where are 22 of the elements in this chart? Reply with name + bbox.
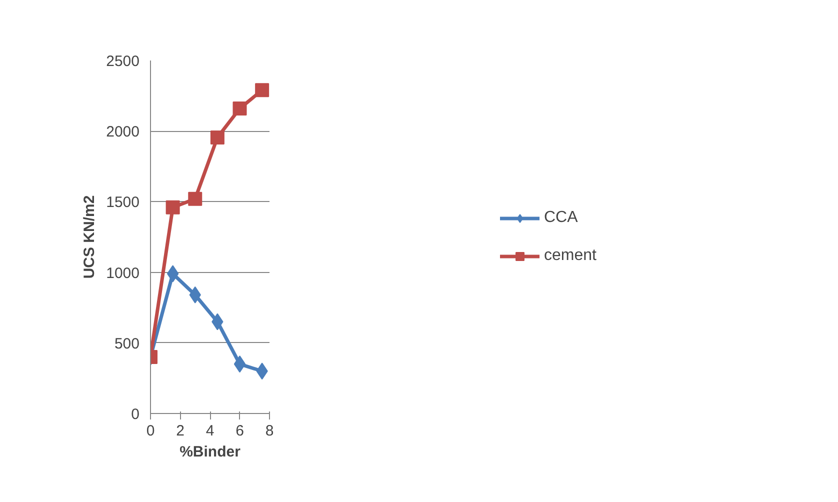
point: [188, 192, 202, 206]
point: [232, 102, 247, 116]
y-tick-label: 1500: [106, 194, 140, 212]
legend-label: CCA: [544, 208, 579, 226]
x-tick-label: 6: [236, 422, 244, 440]
point: [234, 356, 246, 373]
x-tick-label: 0: [146, 422, 155, 440]
y-tick-label: 2000: [106, 124, 140, 141]
legend-label: cement: [544, 246, 598, 264]
y-tick-label: 2500: [106, 53, 140, 70]
y-tick-label: 1000: [106, 264, 140, 282]
y-axis-title: UCS KN/m2: [81, 195, 98, 279]
point: [166, 200, 180, 214]
y-tick-label: 0: [131, 406, 140, 423]
point: [255, 83, 270, 98]
point: [210, 130, 224, 144]
x-axis-title: %Binder: [180, 444, 241, 460]
y-tick-label: 500: [114, 335, 140, 352]
x-tick-label: 4: [206, 422, 214, 440]
x-tick-label: 8: [265, 422, 274, 440]
point: [166, 265, 179, 282]
x-tick-label: 2: [176, 422, 184, 440]
